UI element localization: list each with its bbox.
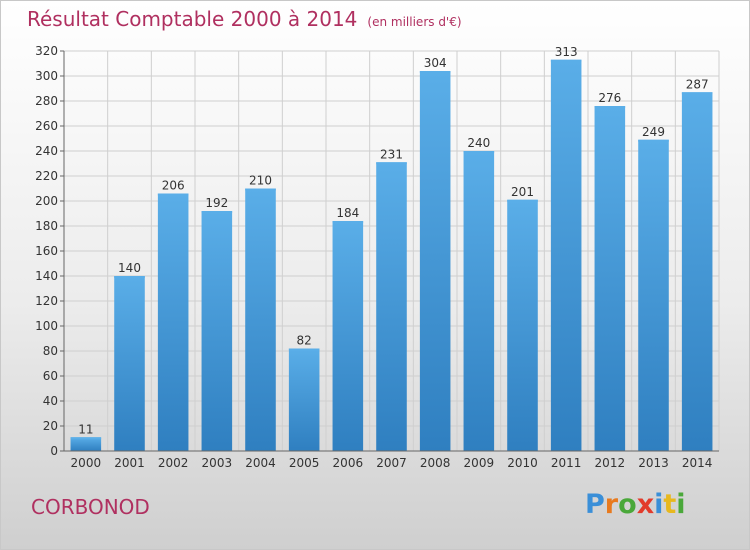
bar-top-highlight — [463, 151, 495, 153]
bar-top-highlight — [376, 162, 407, 165]
bar-top-highlight — [70, 437, 102, 440]
bar-value-label: 11 — [78, 422, 93, 436]
bar-top-highlight — [507, 199, 538, 202]
bar — [157, 193, 189, 451]
y-tick-label: 140 — [35, 269, 58, 283]
logo-letter: r — [604, 489, 619, 520]
bar-value-label: 82 — [297, 334, 312, 348]
x-tick-label: 2009 — [464, 456, 495, 470]
axes: 0 20 40 60 80 100 120 140 160 180 200 220 240 260 280 3… — [35, 44, 719, 470]
commune-name: CORBONOD — [31, 495, 150, 519]
x-tick-label: 2008 — [420, 456, 451, 470]
bar-value-label: 210 — [249, 174, 272, 188]
bars — [70, 59, 713, 451]
bar — [288, 348, 320, 451]
x-tick-label: 2010 — [507, 456, 538, 470]
bar-value-label: 249 — [642, 125, 665, 139]
logo-letter: x — [636, 489, 655, 520]
bar-value-label: 192 — [205, 196, 228, 210]
x-tick-label: 2002 — [158, 456, 189, 470]
bar-top-highlight — [288, 348, 320, 351]
x-tick-label: 2011 — [551, 456, 582, 470]
bar-top-highlight — [157, 193, 189, 196]
x-tick-label: 2000 — [71, 456, 102, 470]
y-tick-label: 100 — [35, 319, 58, 333]
y-tick-label: 180 — [35, 219, 58, 233]
x-tick-label: 2005 — [289, 456, 320, 470]
y-tick-label: 40 — [43, 394, 58, 408]
chart-subtitle: (en milliers d'€) — [367, 15, 462, 29]
logo-letter: i — [654, 489, 664, 520]
bar — [594, 106, 626, 451]
y-tick-label: 200 — [35, 194, 58, 208]
bar — [419, 71, 451, 451]
bar-value-label: 304 — [424, 56, 447, 70]
bar — [114, 276, 145, 451]
bar — [201, 211, 233, 451]
bar-top-highlight — [332, 221, 364, 223]
x-tick-label: 2004 — [245, 456, 276, 470]
bar — [332, 221, 364, 451]
y-tick-label: 260 — [35, 119, 58, 133]
bar-value-label: 231 — [380, 147, 403, 161]
y-tick-label: 160 — [35, 244, 58, 258]
x-tick-label: 2006 — [333, 456, 364, 470]
y-tick-label: 80 — [43, 344, 58, 358]
title-text: Résultat Comptable 2000 à 2014 — [27, 7, 358, 31]
x-tick-label: 2003 — [202, 456, 233, 470]
bar-value-label: 276 — [598, 91, 621, 105]
bar — [681, 92, 713, 451]
bar-top-highlight — [201, 211, 233, 213]
bar-value-label: 313 — [555, 45, 578, 59]
bar — [463, 151, 495, 451]
bar — [70, 437, 102, 451]
x-tick-label: 2012 — [595, 456, 626, 470]
bar-top-highlight — [245, 188, 276, 191]
bar-top-highlight — [638, 139, 669, 142]
y-tick-label: 240 — [35, 144, 58, 158]
bar-top-highlight — [419, 71, 451, 73]
chart-title: Résultat Comptable 2000 à 2014 (en millie… — [27, 7, 462, 31]
bar-value-label: 287 — [686, 77, 709, 91]
y-tick-label: 300 — [35, 69, 58, 83]
proxiti-logo: Proxiti — [585, 489, 686, 520]
logo-letter: P — [585, 489, 605, 520]
logo-letter: t — [663, 489, 677, 520]
bar — [550, 59, 582, 451]
bar-value-label: 184 — [336, 206, 359, 220]
y-tick-label: 220 — [35, 169, 58, 183]
y-tick-label: 0 — [50, 444, 58, 458]
data-labels: 11 140 206 192 210 82 184 231 304 240 201 313 276 249… — [78, 45, 708, 437]
x-tick-label: 2001 — [114, 456, 145, 470]
x-tick-label: 2007 — [376, 456, 407, 470]
bar-top-highlight — [681, 92, 713, 95]
bar — [638, 139, 669, 451]
bar — [245, 188, 276, 451]
bar-value-label: 240 — [467, 136, 490, 150]
bar-top-highlight — [114, 276, 145, 278]
bar-value-label: 206 — [162, 179, 185, 193]
bar-value-label: 201 — [511, 185, 534, 199]
y-tick-label: 60 — [43, 369, 58, 383]
x-tick-label: 2014 — [682, 456, 713, 470]
y-tick-label: 20 — [43, 419, 58, 433]
y-tick-label: 120 — [35, 294, 58, 308]
bar-value-label: 140 — [118, 261, 141, 275]
logo-letter: i — [676, 489, 686, 520]
y-tick-label: 320 — [35, 44, 58, 58]
x-tick-label: 2013 — [638, 456, 669, 470]
y-tick-label: 280 — [35, 94, 58, 108]
bar-top-highlight — [594, 106, 626, 108]
bar — [376, 162, 407, 451]
logo-letter: o — [618, 489, 637, 520]
bar — [507, 199, 538, 451]
bar-top-highlight — [550, 59, 582, 62]
